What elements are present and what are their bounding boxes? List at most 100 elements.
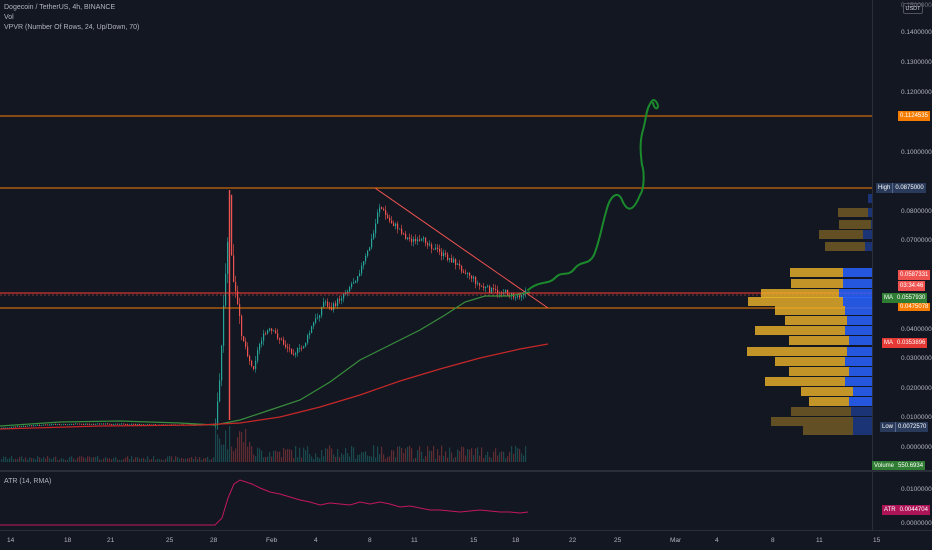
- candle-body: [267, 330, 269, 334]
- volume-bar: [257, 447, 259, 462]
- volume-bar: [253, 454, 255, 462]
- descending-trendline[interactable]: [374, 187, 549, 309]
- candle-body: [79, 423, 81, 425]
- volume-bar: [37, 456, 39, 462]
- volume-bar: [497, 455, 499, 462]
- bar-countdown: 03:34:46: [898, 281, 926, 291]
- candle-body: [463, 271, 465, 273]
- candle-body: [257, 350, 259, 361]
- atr-axis[interactable]: 0.0100000 0.0000000: [872, 472, 932, 530]
- legend-atr[interactable]: ATR (14, RMA): [4, 478, 52, 485]
- vpvr-down-bar: [809, 397, 849, 406]
- price-tag-ma-slow: MA 0.0353896: [882, 338, 928, 348]
- projection-path[interactable]: [527, 99, 659, 291]
- time-axis[interactable]: 14 18 21 25 28 Feb 4 8 11 15 18 22 25 Ma…: [0, 530, 932, 550]
- time-tick: 4: [715, 537, 719, 544]
- volume-bars: [1, 425, 527, 462]
- volume-bar: [391, 450, 393, 462]
- time-tick: 18: [512, 537, 520, 544]
- ma-fast-line[interactable]: [0, 291, 531, 427]
- vpvr-down-bar: [747, 347, 847, 356]
- volume-bar: [73, 458, 75, 462]
- atr-line[interactable]: [0, 479, 529, 526]
- volume-bar: [115, 457, 117, 462]
- atr-pane[interactable]: ATR (14, RMA): [0, 472, 872, 530]
- candle-body: [413, 238, 415, 242]
- volume-bar: [147, 456, 149, 462]
- volume-bar: [67, 459, 69, 462]
- candle-body: [223, 305, 225, 346]
- candle-body: [411, 238, 413, 242]
- high-label: High: [878, 183, 894, 193]
- atr-chart-svg[interactable]: [0, 472, 872, 530]
- vpvr-down-bar: [748, 297, 843, 306]
- candle-body: [107, 423, 109, 425]
- candle-body: [339, 299, 341, 301]
- candle-body: [87, 423, 89, 425]
- legend-symbol[interactable]: Dogecoin / TetherUS, 4h, BINANCE: [4, 4, 116, 11]
- price-tick: 0.1400000: [901, 29, 932, 36]
- candle-body: [517, 295, 519, 297]
- volume-bar: [375, 457, 377, 462]
- volume-bar: [145, 459, 147, 462]
- volume-bar: [235, 448, 237, 462]
- volume-bar: [427, 446, 429, 462]
- volume-bar: [23, 459, 25, 462]
- price-chart-svg[interactable]: [0, 0, 895, 470]
- candle-body: [43, 424, 45, 426]
- vpvr-histogram[interactable]: [747, 194, 895, 435]
- main-chart-pane[interactable]: Dogecoin / TetherUS, 4h, BINANCE Vol VPV…: [0, 0, 895, 470]
- price-tick-partial: 0.1500000: [901, 2, 932, 9]
- volume-bar: [275, 450, 277, 462]
- candle-body: [119, 423, 121, 425]
- volume-bar: [53, 457, 55, 462]
- volume-bar: [283, 447, 285, 462]
- candle-body: [237, 291, 239, 305]
- candle-body: [9, 427, 11, 429]
- volume-bar: [125, 457, 127, 462]
- candle-body: [65, 423, 67, 425]
- ma-slow-value: 0.0353896: [897, 340, 926, 346]
- ma-slow-line[interactable]: [0, 343, 549, 430]
- volume-bar: [153, 456, 155, 462]
- volume-bar: [293, 458, 295, 462]
- vpvr-up-bar: [847, 316, 895, 325]
- candle-body: [483, 286, 485, 289]
- volume-bar: [281, 457, 283, 462]
- volume-bar: [161, 459, 163, 462]
- volume-bar: [351, 445, 353, 462]
- volume-bar: [9, 458, 11, 462]
- volume-bar: [473, 455, 475, 462]
- candle-body: [81, 423, 83, 425]
- price-tick: 0.0000000: [901, 444, 932, 451]
- legend-vpvr[interactable]: VPVR (Number Of Rows, 24, Up/Down, 70): [4, 24, 140, 31]
- candle-body: [359, 273, 361, 277]
- volume-bar: [451, 452, 453, 462]
- candle-body: [519, 295, 521, 298]
- candle-body: [391, 220, 393, 224]
- price-axis[interactable]: 0.1500000 0.1400000 0.1300000 0.1200000 …: [872, 0, 932, 470]
- volume-bar: [21, 456, 23, 462]
- volume-bar: [215, 428, 217, 462]
- candle-body: [421, 238, 423, 241]
- volume-bar: [359, 454, 361, 462]
- vpvr-up-bar: [845, 326, 895, 335]
- legend-volume[interactable]: Vol: [4, 14, 14, 21]
- currency-button[interactable]: USDT: [903, 3, 923, 14]
- candle-body: [409, 237, 411, 239]
- volume-bar: [399, 446, 401, 462]
- price-tag-ma-fast: MA 0.0557930: [882, 293, 928, 303]
- volume-bar: [49, 458, 51, 462]
- volume-bar: [201, 459, 203, 462]
- volume-bar: [429, 450, 431, 462]
- volume-bar: [261, 450, 263, 462]
- candle-body: [253, 365, 255, 369]
- time-tick: 4: [314, 537, 318, 544]
- vpvr-up-bar: [839, 289, 895, 298]
- candle-body: [349, 286, 351, 292]
- pane-separator[interactable]: [0, 470, 932, 472]
- price-tick: 0.1300000: [901, 59, 932, 66]
- volume-bar: [287, 448, 289, 462]
- candle-body: [473, 276, 475, 279]
- time-tick: 25: [614, 537, 622, 544]
